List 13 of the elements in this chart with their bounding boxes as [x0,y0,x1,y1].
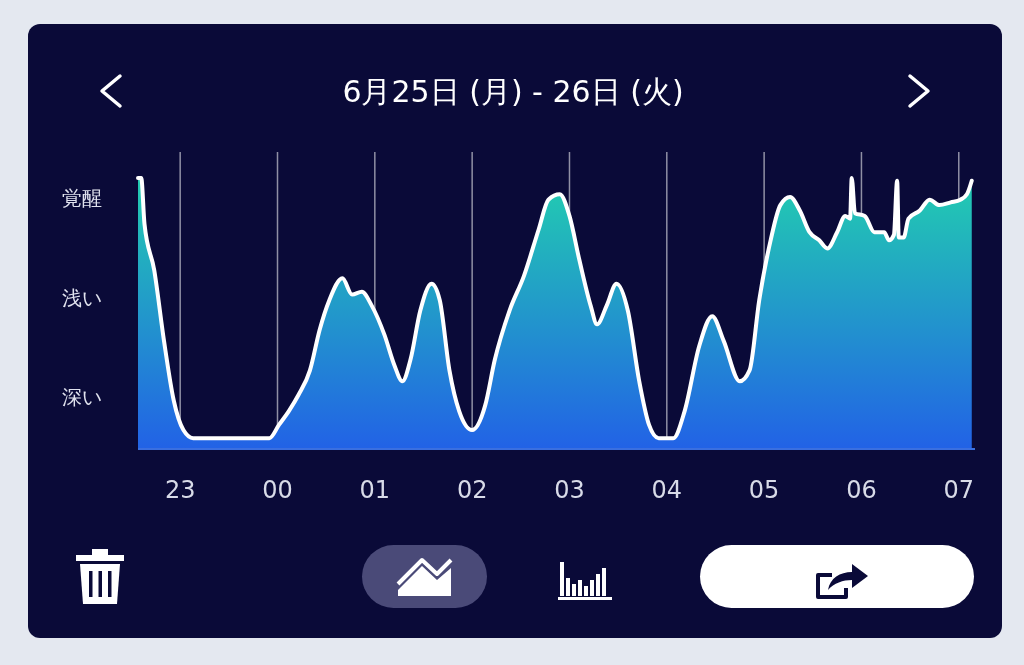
x-tick-label: 05 [748,476,780,504]
text: 浅い [62,285,102,310]
text: 深い [62,385,102,409]
chart-title: 6月25日 (月) - 26日 (火) [342,74,684,109]
x-tick-label: 01 [359,476,391,504]
x-tick-label: 06 [846,476,877,504]
x-tick-label: 00 [262,476,293,504]
x-tick-label: 02 [456,476,488,504]
x-tick-label: 03 [554,476,585,504]
x-tick-label: 23 [164,476,196,504]
x-tick-label: 07 [943,476,975,504]
text: 覚醒 [62,186,102,210]
x-tick-label: 04 [651,476,683,504]
